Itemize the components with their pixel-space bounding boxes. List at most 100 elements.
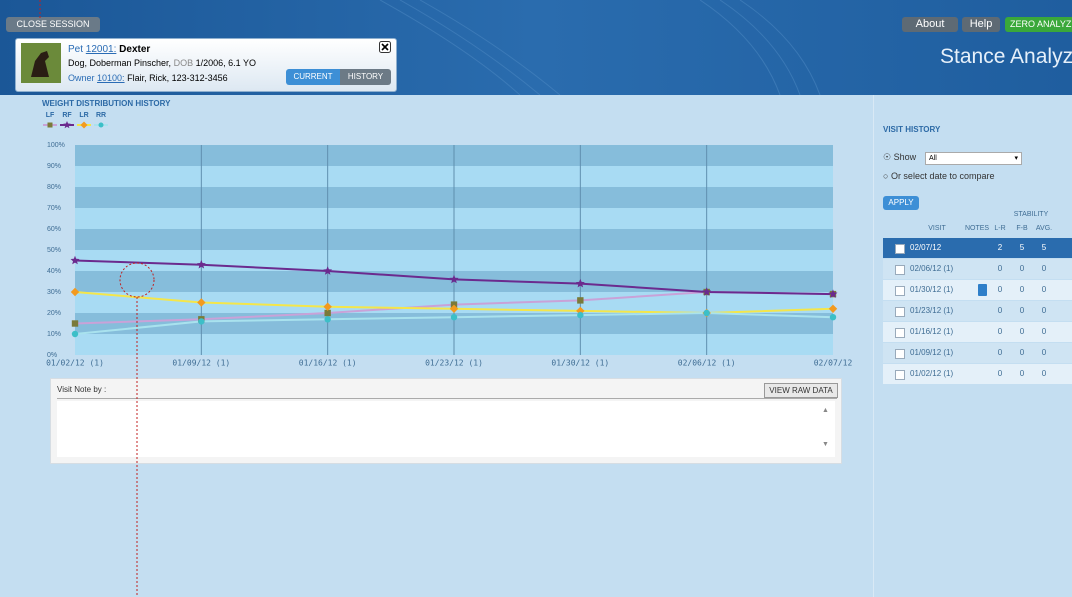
app-title: Stance Analyze <box>940 45 1072 69</box>
compare-option[interactable]: ○ Or select date to compare <box>883 171 995 181</box>
note-textarea[interactable] <box>57 401 835 457</box>
show-select[interactable]: All▾ <box>925 152 1022 165</box>
visit-date: 02/06/12 (1) <box>910 259 953 279</box>
stability-value: 0 <box>1034 259 1054 279</box>
legend-marker <box>99 123 104 128</box>
stability-value: 0 <box>990 364 1010 384</box>
visit-date: 01/09/12 (1) <box>910 343 953 363</box>
y-tick-label: 90% <box>47 163 61 170</box>
marker <box>198 318 204 324</box>
stability-value: 0 <box>1034 322 1054 342</box>
checkbox[interactable] <box>895 265 905 275</box>
y-tick-label: 10% <box>47 331 61 338</box>
x-tick-label: 01/23/12 (1) <box>425 359 483 368</box>
x-tick-label: 01/09/12 (1) <box>172 359 230 368</box>
stability-value: 0 <box>1012 343 1032 363</box>
checkbox[interactable] <box>895 349 905 359</box>
marker <box>72 320 78 326</box>
stability-value: 0 <box>1034 301 1054 321</box>
x-tick-label: 02/06/12 (1) <box>678 359 736 368</box>
compare-label: Or select date to compare <box>891 171 995 181</box>
scroll-up[interactable]: ▲ <box>822 407 829 414</box>
pet-photo <box>21 43 61 83</box>
pet-breed: Dog, Doberman Pinscher, <box>68 58 171 68</box>
stability-value: 0 <box>1034 280 1054 300</box>
y-tick-label: 30% <box>47 289 61 296</box>
stability-value: 0 <box>1034 343 1054 363</box>
stability-header: STABILITY <box>1010 211 1052 218</box>
pet-name: Dexter <box>119 44 150 55</box>
history-tab[interactable]: HISTORY <box>340 69 391 85</box>
checkbox[interactable] <box>895 370 905 380</box>
current-tab[interactable]: CURRENT <box>286 69 340 85</box>
about-button[interactable]: About <box>902 17 958 32</box>
stability-value: 0 <box>990 280 1010 300</box>
stability-value: 5 <box>1034 238 1054 258</box>
checkbox[interactable] <box>895 286 905 296</box>
owner-id-link[interactable]: 10100: <box>97 73 125 83</box>
legend-label: RF <box>62 112 72 119</box>
legend-marker <box>63 121 71 128</box>
zero-analyze-button[interactable]: ZERO ANALYZE <box>1005 17 1072 32</box>
legend-label: LR <box>79 112 88 119</box>
column-header: NOTES <box>962 225 992 232</box>
show-label: Show <box>894 152 917 162</box>
scroll-down[interactable]: ▼ <box>822 441 829 448</box>
marker <box>48 123 53 128</box>
x-tick-label: 01/30/12 (1) <box>551 359 609 368</box>
apply-button[interactable]: APPLY <box>883 196 919 210</box>
marker <box>72 331 78 337</box>
y-tick-label: 50% <box>47 247 61 254</box>
note-divider <box>57 398 837 399</box>
close-pet-button[interactable] <box>379 41 391 53</box>
dob-label: DOB <box>174 58 194 68</box>
checkbox[interactable] <box>895 244 905 254</box>
owner-line: Owner 10100: Flair, Rick, 123-312-3456 <box>68 73 228 83</box>
show-value: All <box>929 155 937 162</box>
legend-label: LF <box>46 112 55 119</box>
legend-marker <box>48 123 53 128</box>
checkbox[interactable] <box>895 328 905 338</box>
pet-details: Dog, Doberman Pinscher, DOB 1/2006, 6.1 … <box>68 58 256 68</box>
stability-value: 2 <box>990 238 1010 258</box>
help-button[interactable]: Help <box>962 17 1000 32</box>
x-tick-label: 01/02/12 (1) <box>46 359 104 368</box>
view-raw-data-button[interactable]: VIEW RAW DATA <box>764 383 838 398</box>
note-label: Visit Note by : <box>57 385 106 394</box>
show-option[interactable]: ☉ Show <box>883 152 916 163</box>
checkbox[interactable] <box>895 307 905 317</box>
app-window: CLOSE SESSION About Help ZERO ANALYZE St… <box>0 0 1072 597</box>
column-header: AVG. <box>1034 225 1054 232</box>
owner-label: Owner <box>68 73 95 83</box>
y-tick-label: 80% <box>47 184 61 191</box>
column-header: F-B <box>1012 225 1032 232</box>
visit-date: 01/02/12 (1) <box>910 364 953 384</box>
stability-value: 0 <box>1012 364 1032 384</box>
x-tick-label: 01/16/12 (1) <box>299 359 357 368</box>
pet-label: Pet <box>68 44 83 55</box>
chart: WEIGHT DISTRIBUTION HISTORY 0%10%20%30%4… <box>0 95 870 380</box>
x-tick-label: 02/07/12 <box>814 359 853 368</box>
note-icon[interactable] <box>978 284 987 296</box>
close-session-button[interactable]: CLOSE SESSION <box>6 17 100 32</box>
marker <box>99 123 104 128</box>
stability-value: 0 <box>1034 364 1054 384</box>
pet-line: Pet 12001: Dexter <box>68 44 150 55</box>
pet-info-panel: Pet 12001: Dexter Dog, Doberman Pinscher… <box>15 38 397 92</box>
dob: 1/2006, 6.1 YO <box>196 58 256 68</box>
marker <box>703 310 709 316</box>
y-tick-label: 70% <box>47 205 61 212</box>
marker <box>451 314 457 320</box>
y-tick-label: 20% <box>47 310 61 317</box>
y-tick-label: 100% <box>47 142 65 149</box>
pet-id-link[interactable]: 12001: <box>86 44 117 55</box>
marker <box>81 122 88 129</box>
marker <box>63 121 71 128</box>
